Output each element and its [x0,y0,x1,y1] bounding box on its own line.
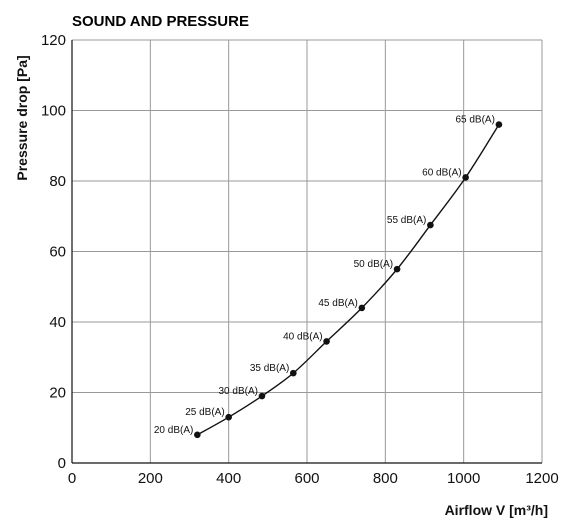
data-point [258,392,266,400]
data-label: 60 dB(A) [422,167,461,178]
data-points [194,121,503,439]
y-tick-label: 120 [41,32,66,49]
data-point [225,413,232,421]
data-point [495,121,503,128]
x-axis-label: Airflow V [m³/h] [445,502,548,518]
data-label: 25 dB(A) [185,407,224,418]
x-tick-labels: 0 200 400 600 800 1000 1200 [68,470,559,487]
series [196,124,500,436]
x-tick-label: 200 [138,470,163,487]
data-point [289,369,297,377]
y-tick-label: 20 [49,385,66,402]
x-tick-label: 0 [68,470,76,487]
y-tick-labels: 0 20 40 60 80 100 120 [41,32,66,472]
data-label: 35 dB(A) [250,363,289,374]
data-labels: 20 dB(A) 25 dB(A) 30 dB(A) 35 dB(A) 40 dB(A)… [154,115,495,436]
data-label: 55 dB(A) [387,215,426,226]
series-line [196,124,500,436]
grid [71,39,543,464]
x-tick-label: 1200 [525,470,558,487]
data-point [358,304,366,312]
data-label: 50 dB(A) [354,259,393,270]
data-label: 40 dB(A) [283,331,322,342]
data-point [323,338,330,345]
y-tick-label: 80 [49,173,66,190]
axes [71,40,542,464]
x-tick-label: 1000 [447,470,480,487]
x-tick-label: 800 [373,470,398,487]
data-point [462,174,469,181]
x-tick-label: 400 [216,470,241,487]
y-tick-label: 100 [41,103,66,120]
data-label: 20 dB(A) [154,425,193,436]
y-axis-label: Pressure drop [Pa] [14,55,30,180]
data-label: 65 dB(A) [455,115,494,126]
data-point [427,221,434,229]
data-point [393,265,401,273]
data-label: 45 dB(A) [318,298,357,309]
data-label: 30 dB(A) [218,386,257,397]
x-tick-label: 600 [294,470,319,487]
y-tick-label: 0 [58,455,66,472]
y-tick-label: 40 [49,314,66,331]
data-point [194,431,201,439]
y-tick-label: 60 [49,244,66,261]
chart-title: SOUND AND PRESSURE [72,13,249,30]
